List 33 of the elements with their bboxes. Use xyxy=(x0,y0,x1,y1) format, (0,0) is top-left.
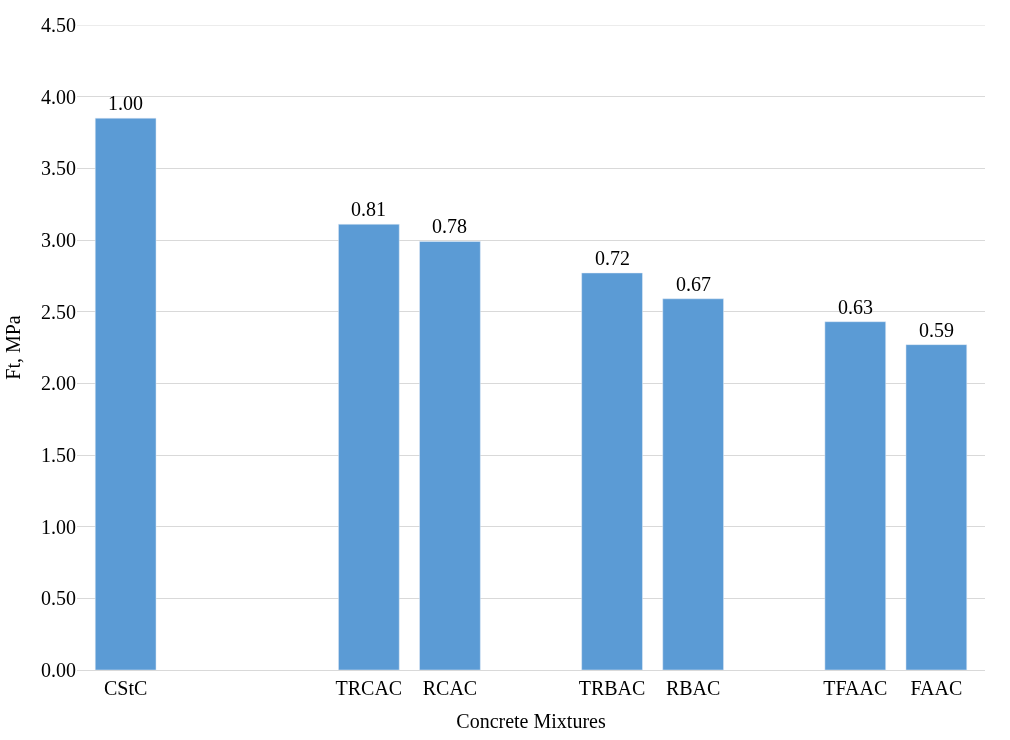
x-tick-label: TFAAC xyxy=(823,677,888,699)
bar xyxy=(581,272,643,670)
y-tick-label: 3.50 xyxy=(41,157,76,180)
y-tick-label: 1.00 xyxy=(41,515,76,538)
y-tick-label: 2.50 xyxy=(41,300,76,323)
y-axis-title: Ft, MPa xyxy=(1,315,24,380)
y-tick-label: 1.50 xyxy=(41,444,76,466)
x-tick-label: TRCAC xyxy=(335,677,403,699)
annotation: 0.67 xyxy=(676,273,711,295)
annotation: 0.78 xyxy=(432,215,467,237)
y-tick-label: 0.50 xyxy=(41,587,76,610)
bar xyxy=(905,344,968,670)
bar xyxy=(338,223,400,670)
y-tick-label: 4.00 xyxy=(41,85,76,108)
annotation: 0.72 xyxy=(595,247,630,269)
y-tick-label: 4.50 xyxy=(41,14,76,36)
x-tick-label: FAAC xyxy=(910,677,963,699)
x-tick-label: TRBAC xyxy=(578,677,646,699)
y-tick-label: 3.00 xyxy=(41,229,76,251)
y-tick-label: 0.00 xyxy=(41,659,76,681)
annotation: 0.81 xyxy=(351,198,386,220)
x-tick-label: RCAC xyxy=(422,677,478,699)
x-axis-title: Concrete Mixtures xyxy=(456,709,606,732)
x-tick-label: RBAC xyxy=(665,677,721,699)
bar xyxy=(419,241,481,670)
bar xyxy=(662,298,724,670)
x-tick-label: CStC xyxy=(103,677,148,699)
annotation: 0.59 xyxy=(919,319,954,341)
y-tick-label: 2.00 xyxy=(41,372,76,395)
bar xyxy=(94,117,157,670)
annotation: 1.00 xyxy=(108,92,143,114)
annotation: 0.63 xyxy=(838,296,873,318)
bar xyxy=(824,321,886,670)
